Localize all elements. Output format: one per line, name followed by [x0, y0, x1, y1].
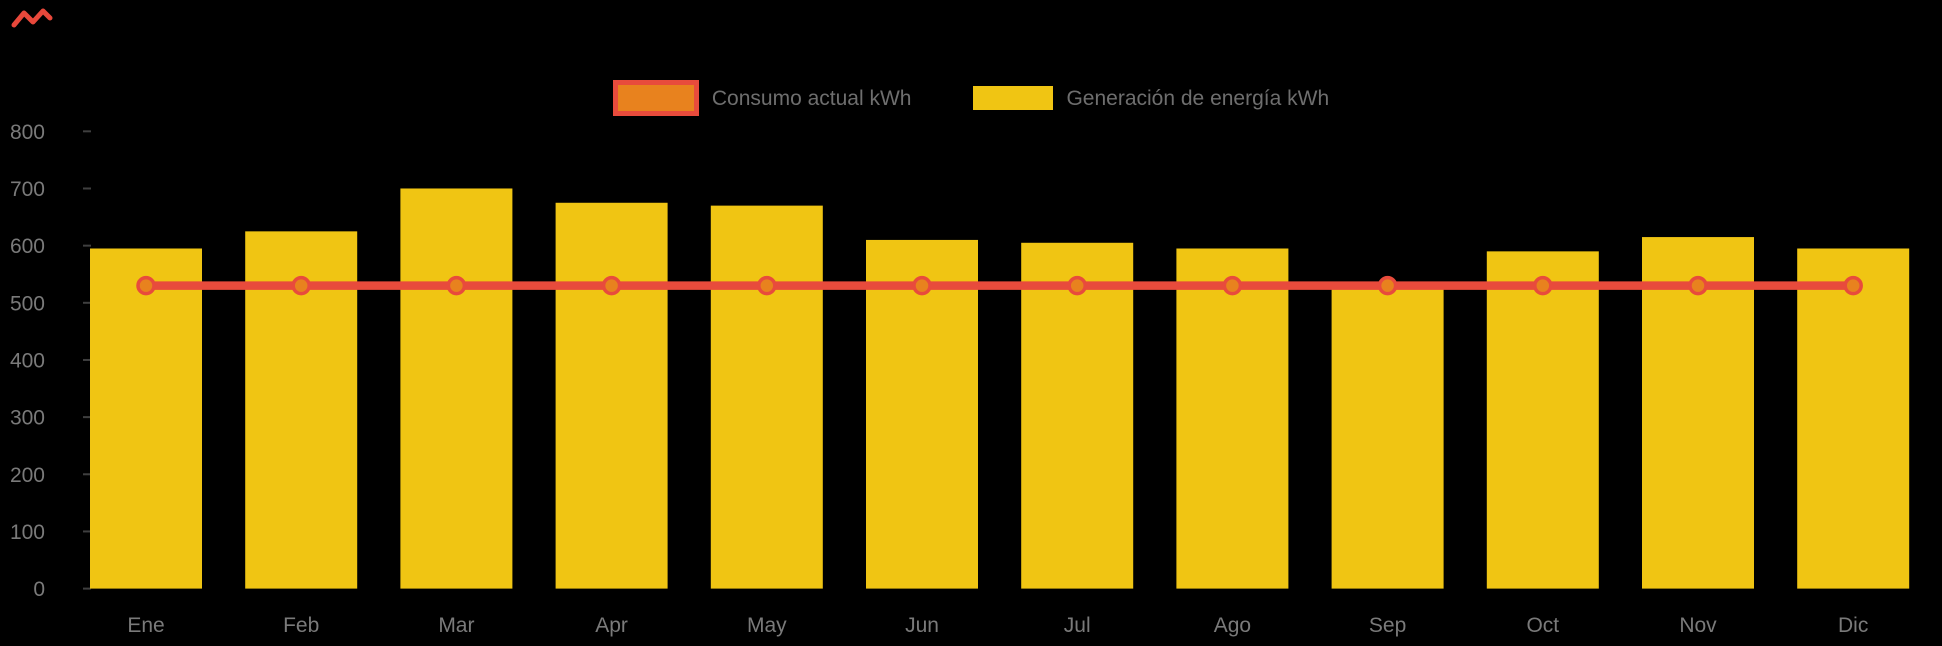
bar-oct[interactable]	[1486, 251, 1599, 589]
bar-nov[interactable]	[1642, 237, 1754, 589]
consumo-legend-swatch-icon	[612, 80, 699, 116]
y-axis-label: 800	[10, 121, 45, 144]
amcharts-logo[interactable]	[10, 6, 54, 30]
legend-label-generacion: Generación de energía kWh	[1066, 86, 1330, 110]
y-axis-label: 500	[10, 292, 45, 315]
x-axis-label-oct: Oct	[1526, 614, 1559, 637]
bar-jun[interactable]	[866, 239, 978, 589]
x-axis-label-dic: Dic	[1838, 614, 1868, 637]
bar-ene[interactable]	[90, 248, 202, 589]
y-axis-label: 400	[10, 349, 45, 372]
line-marker-feb[interactable]	[291, 275, 311, 296]
y-axis-label: 0	[33, 578, 45, 601]
y-axis-tick	[83, 473, 91, 476]
x-axis-label-ene: Ene	[127, 614, 164, 637]
x-axis-label-apr: Apr	[595, 614, 628, 637]
y-axis-label: 600	[10, 235, 45, 258]
y-axis-tick	[83, 187, 91, 190]
line-marker-jul[interactable]	[1067, 275, 1087, 296]
bar-ago[interactable]	[1176, 248, 1289, 589]
x-axis-label-sep: Sep	[1369, 614, 1406, 637]
x-axis-label-jun: Jun	[905, 614, 939, 637]
y-axis-tick	[83, 301, 91, 304]
y-axis-tick	[83, 130, 91, 133]
y-axis-label: 200	[10, 464, 45, 487]
line-marker-apr[interactable]	[601, 275, 622, 296]
generacion-legend-swatch-icon	[973, 86, 1054, 110]
line-marker-may[interactable]	[757, 275, 777, 296]
x-axis-label-jul: Jul	[1064, 614, 1091, 637]
line-marker-dic[interactable]	[1843, 275, 1863, 296]
bar-dic[interactable]	[1797, 248, 1910, 589]
y-axis-label: 300	[10, 407, 45, 430]
line-marker-nov[interactable]	[1688, 275, 1708, 296]
bar-sep[interactable]	[1331, 282, 1444, 589]
y-axis-tick	[83, 416, 91, 419]
y-axis-label: 100	[10, 521, 45, 544]
line-marker-sep[interactable]	[1377, 275, 1398, 296]
line-marker-ago[interactable]	[1222, 275, 1243, 296]
x-axis-label-may: May	[747, 614, 787, 637]
line-marker-ene[interactable]	[136, 275, 156, 296]
x-axis-label-feb: Feb	[283, 614, 319, 637]
bar-apr[interactable]	[555, 202, 668, 589]
y-axis-tick	[83, 587, 91, 590]
chart-legend: Consumo actual kWh Generación de energía…	[0, 80, 1942, 116]
y-axis-tick	[83, 244, 91, 247]
legend-label-consumo: Consumo actual kWh	[711, 86, 912, 110]
x-axis-label-mar: Mar	[438, 614, 474, 637]
y-axis-tick	[83, 530, 91, 533]
line-marker-mar[interactable]	[446, 275, 467, 296]
x-axis-label-ago: Ago	[1214, 614, 1251, 637]
bar-mar[interactable]	[400, 188, 513, 589]
line-marker-oct[interactable]	[1533, 275, 1553, 296]
amcharts-logo-zigzag	[11, 8, 53, 28]
y-axis-tick	[83, 358, 91, 361]
line-marker-jun[interactable]	[912, 275, 932, 296]
bar-may[interactable]	[710, 205, 823, 589]
legend-item-generacion[interactable]: Generación de energía kWh	[973, 86, 1329, 110]
x-axis-label-nov: Nov	[1679, 614, 1717, 637]
legend-item-consumo[interactable]: Consumo actual kWh	[612, 80, 912, 116]
bar-jul[interactable]	[1021, 242, 1134, 589]
y-axis-label: 700	[10, 178, 45, 201]
